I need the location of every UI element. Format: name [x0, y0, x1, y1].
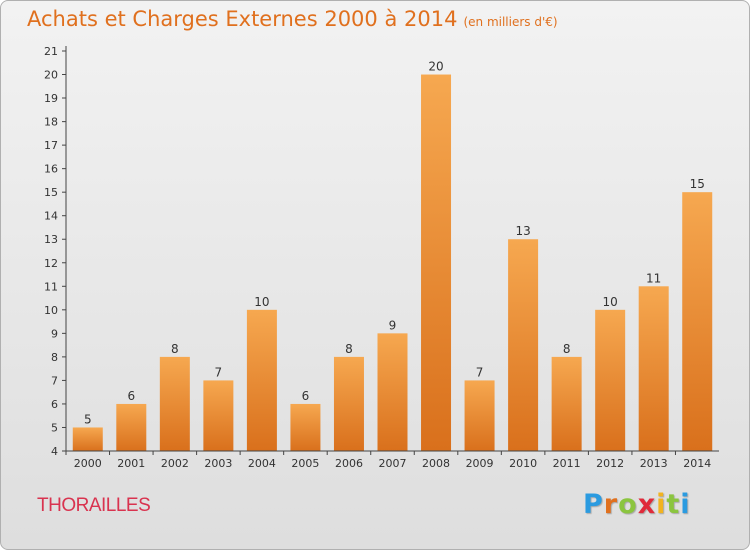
y-tick-label: 4: [51, 445, 58, 458]
bar: [551, 356, 582, 451]
x-tick-label: 2012: [596, 457, 624, 470]
data-label: 6: [127, 389, 135, 403]
data-label: 20: [428, 60, 443, 74]
y-tick-label: 21: [44, 45, 58, 58]
axis-layer: [62, 46, 719, 455]
data-label: 10: [254, 295, 269, 309]
y-tick-label: 15: [44, 186, 58, 199]
title-text: Achats et Charges Externes 2000 à 2014: [27, 7, 458, 31]
bar: [377, 333, 408, 451]
y-tick-label: 6: [51, 398, 58, 411]
x-tick-label: 2014: [683, 457, 711, 470]
data-label: 8: [171, 342, 179, 356]
data-label: 6: [302, 389, 310, 403]
y-tick-label: 17: [44, 139, 58, 152]
x-tick-label: 2008: [422, 457, 450, 470]
bars-layer: [72, 74, 713, 452]
x-tick-label: 2009: [466, 457, 494, 470]
data-label: 11: [646, 271, 661, 285]
logo-letter: o: [618, 489, 638, 520]
data-label: 8: [345, 342, 353, 356]
data-label: 15: [690, 177, 705, 191]
chart-title: Achats et Charges Externes 2000 à 2014 (e…: [27, 7, 558, 31]
y-tick-label: 10: [44, 304, 58, 317]
y-tick-label: 11: [44, 280, 58, 293]
data-label: 10: [603, 295, 618, 309]
bar: [116, 403, 147, 451]
x-tick-label: 2000: [74, 457, 102, 470]
data-label: 8: [563, 342, 571, 356]
unit-note: (en milliers d'€): [463, 15, 558, 29]
proxiti-logo: Proxiti: [583, 489, 691, 520]
logo-letter: r: [603, 489, 619, 520]
y-tick-label: 13: [44, 233, 58, 246]
bar: [682, 192, 713, 452]
data-label: 9: [389, 318, 397, 332]
x-tick-label: 2005: [291, 457, 319, 470]
y-tick-label: 18: [44, 116, 58, 129]
data-label: 7: [215, 365, 223, 379]
bar: [203, 380, 234, 451]
bar: [638, 286, 669, 451]
bar: [72, 427, 103, 451]
x-tick-label: 2001: [117, 457, 145, 470]
x-tick-label: 2002: [161, 457, 189, 470]
x-tick-label: 2007: [379, 457, 407, 470]
x-tick-label: 2013: [640, 457, 668, 470]
y-tick-label: 12: [44, 257, 58, 270]
y-tick-label: 19: [44, 92, 58, 105]
bar: [421, 74, 452, 451]
logo-letter: i: [656, 489, 667, 520]
y-tick-label: 7: [51, 374, 58, 387]
x-tick-label: 2003: [204, 457, 232, 470]
bar: [290, 403, 321, 451]
y-tick-label: 14: [44, 210, 58, 223]
x-tick-label: 2010: [509, 457, 537, 470]
x-tick-label: 2006: [335, 457, 363, 470]
bar: [333, 356, 364, 451]
logo-letter: i: [680, 489, 691, 520]
bar: [595, 309, 626, 451]
y-tick-label: 9: [51, 327, 58, 340]
data-label: 13: [515, 224, 530, 238]
logo-letter: x: [637, 489, 657, 520]
logo-letter: t: [666, 489, 681, 520]
town-name: THORAILLES: [37, 495, 151, 516]
labels-layer: 4 5 6 7 8 9 10 11 12 13 14 15 16 17 18 19 20 21 5 2000 6 2001…: [44, 45, 711, 470]
bar: [508, 239, 539, 451]
y-tick-label: 8: [51, 351, 58, 364]
logo-letter: P: [583, 489, 604, 520]
x-tick-label: 2011: [553, 457, 581, 470]
bar: [246, 309, 277, 451]
data-label: 7: [476, 365, 484, 379]
data-label: 5: [84, 412, 92, 426]
x-tick-label: 2004: [248, 457, 276, 470]
y-tick-label: 20: [44, 69, 58, 82]
y-tick-label: 5: [51, 421, 58, 434]
y-tick-label: 16: [44, 163, 58, 176]
bar: [159, 356, 190, 451]
bar: [464, 380, 495, 451]
